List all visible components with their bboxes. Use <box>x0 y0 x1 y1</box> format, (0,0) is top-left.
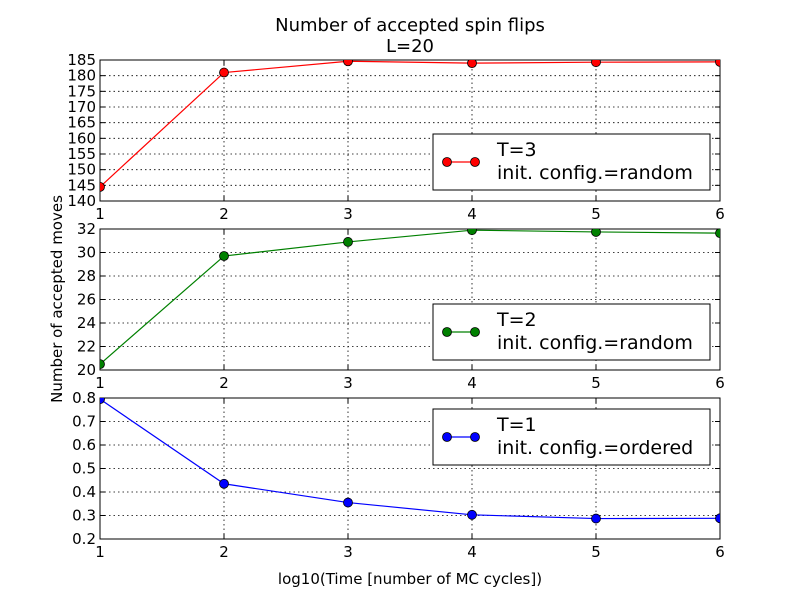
data-point <box>591 229 601 237</box>
data-point <box>100 182 105 192</box>
x-tick-label: 6 <box>715 205 725 223</box>
legend-config-label: init. config.=random <box>497 162 693 184</box>
chart-title-line2: L=20 <box>386 36 434 57</box>
x-tick-label: 1 <box>95 205 105 223</box>
axes-frame <box>99 59 721 202</box>
y-tick-label: 24 <box>77 314 96 332</box>
x-tick-label: 1 <box>95 543 105 561</box>
x-tick-label: 6 <box>715 374 725 392</box>
legend-marker <box>442 432 452 442</box>
x-tick-label: 2 <box>219 374 229 392</box>
data-point <box>219 478 229 489</box>
legend-marker <box>470 157 480 167</box>
series-group <box>100 398 720 524</box>
data-point <box>467 60 477 69</box>
legend-series-name: T=1 <box>496 414 537 436</box>
x-axis-label: log10(Time [number of MC cycles]) <box>278 570 542 588</box>
x-tick-label: 1 <box>95 374 105 392</box>
data-point <box>343 237 353 247</box>
legend-marker <box>470 432 480 442</box>
y-tick-label: 28 <box>77 267 96 285</box>
y-tick-label: 170 <box>67 98 96 116</box>
legend-series-name: T=3 <box>496 139 537 161</box>
x-tick-label: 4 <box>467 205 477 223</box>
data-point <box>219 251 229 261</box>
chart-title-line1: Number of accepted spin flips <box>275 15 545 36</box>
data-point <box>219 67 229 78</box>
y-tick-label: 32 <box>77 220 96 238</box>
y-tick-label: 180 <box>67 67 96 85</box>
y-tick-label: 155 <box>67 145 96 163</box>
series-line <box>100 60 720 188</box>
data-point <box>715 60 720 67</box>
x-tick-label: 3 <box>343 374 353 392</box>
x-tick-label: 3 <box>343 205 353 223</box>
data-point <box>467 229 477 236</box>
y-tick-label: 150 <box>67 161 96 179</box>
y-tick-label: 160 <box>67 129 96 147</box>
y-tick-label: 0.3 <box>72 507 96 525</box>
y-tick-label: 20 <box>77 361 96 379</box>
y-tick-label: 0.7 <box>72 413 96 431</box>
data-point <box>591 60 601 68</box>
series-line <box>100 229 720 365</box>
data-point <box>343 497 353 508</box>
y-tick-label: 0.6 <box>72 436 96 454</box>
y-tick-label: 175 <box>67 82 96 100</box>
legend-marker <box>470 327 480 337</box>
y-tick-label: 0.4 <box>72 483 96 501</box>
x-tick-label: 3 <box>343 543 353 561</box>
data-point <box>467 509 477 520</box>
y-tick-label: 26 <box>77 291 96 309</box>
legend-config-label: init. config.=random <box>497 332 693 354</box>
legend-marker <box>442 157 452 167</box>
y-axis-label: Number of accepted moves <box>48 195 66 403</box>
data-point <box>591 513 601 524</box>
y-tick-label: 0.2 <box>72 530 96 548</box>
series-group <box>100 229 720 370</box>
y-tick-label: 22 <box>77 338 96 356</box>
x-tick-label: 5 <box>591 374 601 392</box>
x-tick-label: 4 <box>467 374 477 392</box>
series-group <box>100 60 720 192</box>
x-tick-label: 2 <box>219 543 229 561</box>
data-point <box>100 398 105 405</box>
data-point <box>715 513 720 524</box>
y-tick-label: 30 <box>77 244 96 262</box>
data-point <box>100 359 105 370</box>
y-tick-label: 185 <box>67 51 96 69</box>
x-tick-label: 6 <box>715 543 725 561</box>
data-point <box>343 60 353 67</box>
x-tick-label: 5 <box>591 543 601 561</box>
legend-config-label: init. config.=ordered <box>497 437 693 459</box>
x-tick-label: 4 <box>467 543 477 561</box>
y-tick-label: 165 <box>67 114 96 132</box>
legend-marker <box>442 327 452 337</box>
y-tick-label: 0.5 <box>72 460 96 478</box>
y-tick-label: 140 <box>67 192 96 210</box>
legend-series-name: T=2 <box>496 309 537 331</box>
y-tick-label: 0.8 <box>72 389 96 407</box>
y-tick-label: 145 <box>67 176 96 194</box>
series-line <box>100 398 720 520</box>
x-tick-label: 2 <box>219 205 229 223</box>
data-point <box>715 229 720 239</box>
x-tick-label: 5 <box>591 205 601 223</box>
